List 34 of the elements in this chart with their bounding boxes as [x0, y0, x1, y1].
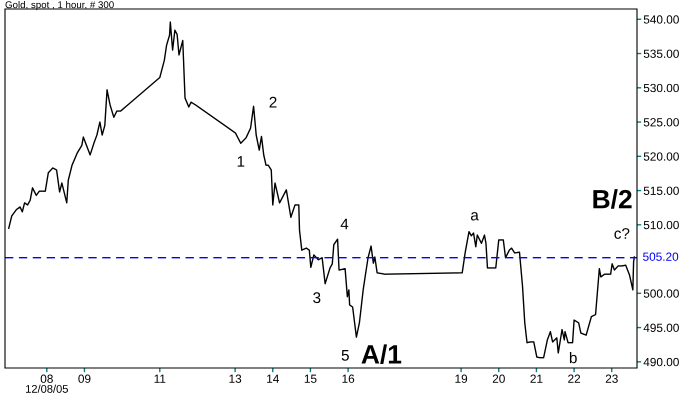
x-tick-label: 13 [229, 374, 242, 383]
x-tick-label: 11 [154, 374, 166, 383]
y-tick-label: 495.00 [644, 324, 679, 332]
x-tick-label: 14 [267, 374, 280, 383]
annotation: A/1 [362, 344, 402, 364]
y-tick-label: 490.00 [644, 358, 679, 366]
x-tick-label: 09 [78, 374, 90, 383]
x-tick-label: 15 [304, 374, 317, 383]
annotation: 2 [270, 96, 277, 108]
y-tick-label: 540.00 [644, 15, 679, 24]
x-tick-label: 16 [342, 374, 354, 383]
y-tick-label: 520.00 [644, 152, 679, 161]
y-tick-label: 510.00 [644, 220, 679, 230]
x-tick-label: 22 [568, 374, 580, 383]
annotation: 5 [342, 350, 349, 361]
y-tick-label: 525.00 [644, 118, 679, 126]
annotation: b [570, 352, 577, 364]
annotation: 3 [313, 292, 320, 304]
y-tick-label: 530.00 [644, 84, 679, 92]
x-tick-label: 20 [492, 374, 505, 383]
annotation: 4 [340, 218, 348, 230]
annotation: 1 [238, 156, 244, 167]
text: 12/08/05 [26, 384, 68, 393]
x-tick-label: 08 [40, 374, 53, 383]
ref-line-label: 505.20 [643, 252, 678, 261]
annotation: a [470, 212, 479, 220]
x-tick-label: 21 [530, 374, 542, 383]
y-tick-label: 535.00 [644, 50, 679, 58]
x-tick-label: 23 [606, 374, 618, 383]
annotation: c? [614, 228, 630, 239]
y-tick-label: 500.00 [644, 289, 679, 298]
annotation: B/2 [593, 189, 632, 209]
y-tick-label: 515.00 [644, 186, 679, 195]
x-tick-label: 19 [455, 374, 468, 383]
